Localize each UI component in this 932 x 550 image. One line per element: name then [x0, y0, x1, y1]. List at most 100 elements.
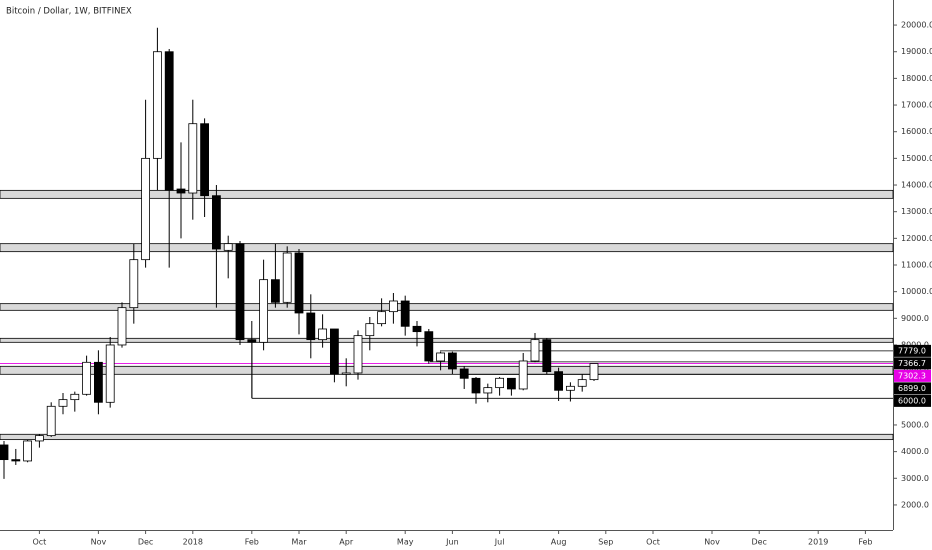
x-tick-label: 2018	[183, 538, 203, 547]
candle-body	[294, 252, 304, 314]
candle-body	[58, 399, 68, 407]
y-tick-label: 17000.0	[901, 101, 932, 110]
candle-body	[282, 252, 292, 303]
y-tick-label: 16000.0	[901, 127, 932, 136]
level-label: 7779.0	[898, 346, 926, 355]
candle-body	[436, 352, 446, 362]
x-tick-label: Apr	[339, 538, 354, 547]
candle-body	[247, 339, 257, 343]
y-tick-label: 5000.0	[901, 420, 929, 429]
candle-body	[329, 328, 339, 375]
candle-body	[200, 123, 210, 197]
candle-body	[412, 325, 422, 333]
candle-body	[270, 279, 280, 303]
candle-body	[82, 361, 91, 395]
candle-body	[211, 195, 221, 250]
candle-body	[589, 363, 599, 381]
level-label: 7302.3	[898, 371, 926, 380]
candle-body	[400, 300, 410, 327]
level-label: 6000.0	[898, 396, 926, 405]
y-tick-label: 10000.0	[901, 287, 932, 296]
candle-body	[471, 377, 481, 394]
support-zone	[0, 243, 894, 253]
x-tick-label: Feb	[245, 538, 259, 547]
x-tick-label: Jul	[494, 538, 505, 547]
y-tick-label: 3000.0	[901, 474, 929, 483]
x-tick-label: May	[397, 538, 414, 547]
candle-body	[117, 307, 127, 346]
candle-body	[94, 361, 103, 403]
candle-body	[577, 379, 587, 387]
candle-body	[129, 259, 139, 309]
candle-body	[0, 444, 9, 461]
candle-body	[306, 312, 316, 341]
candle-body	[554, 371, 563, 391]
candle-body	[495, 377, 505, 389]
y-tick-label: 9000.0	[901, 314, 929, 323]
x-tick-label: Nov	[91, 538, 107, 547]
y-tick-label: 13000.0	[901, 207, 932, 216]
y-tick-label: 15000.0	[901, 154, 932, 163]
x-tick-label: Oct	[646, 538, 660, 547]
candle-body	[105, 344, 115, 403]
support-zone	[0, 365, 894, 375]
candle-body	[542, 339, 552, 373]
y-tick-label: 18000.0	[901, 74, 932, 83]
y-tick-label: 19000.0	[901, 47, 932, 56]
candle-body	[506, 377, 516, 390]
candle-body	[164, 51, 174, 191]
candle-body	[318, 328, 328, 341]
candle-body	[353, 335, 363, 374]
level-label-box	[894, 369, 931, 382]
level-label-box	[894, 344, 931, 357]
y-tick-label: 14000.0	[901, 181, 932, 190]
x-tick-label: Oct	[32, 538, 46, 547]
y-tick-label: 11000.0	[901, 261, 932, 270]
y-tick-label: 20000.0	[901, 21, 932, 30]
candle-body	[152, 51, 162, 159]
candle-body	[235, 243, 245, 341]
y-tick-label: 4000.0	[901, 447, 929, 456]
x-tick-label: 2019	[808, 538, 828, 547]
candle-body	[447, 352, 457, 370]
candle-body	[223, 243, 233, 251]
candle-body	[23, 440, 33, 462]
level-label-box	[894, 394, 931, 407]
x-tick-label: Aug	[551, 538, 567, 547]
candle-body	[141, 157, 151, 261]
x-tick-label: Dec	[138, 538, 153, 547]
candle-body	[35, 435, 44, 442]
candle-body	[70, 393, 80, 401]
support-zone	[0, 337, 894, 343]
candle-body	[388, 300, 398, 313]
candle-body	[566, 385, 575, 391]
candle-body	[530, 339, 540, 362]
x-tick-label: Sep	[598, 538, 613, 547]
candle-body	[188, 123, 198, 194]
support-zone	[0, 433, 894, 441]
candle-body	[424, 331, 434, 362]
level-label: 6899.0	[898, 384, 926, 393]
y-tick-label: 12000.0	[901, 234, 932, 243]
level-label: 7366.7	[898, 359, 926, 368]
candle-body	[176, 188, 186, 194]
level-label-box	[894, 357, 931, 370]
candle-body	[341, 372, 351, 375]
candle-body	[377, 311, 387, 325]
support-zone	[0, 303, 894, 311]
candle-body	[11, 459, 21, 462]
y-tick-label: 2000.0	[901, 500, 929, 509]
support-zone	[0, 189, 894, 199]
candle-body	[46, 405, 56, 437]
x-tick-label: Dec	[751, 538, 766, 547]
candle-body	[459, 368, 469, 379]
candle-body	[483, 387, 493, 394]
x-tick-label: Feb	[858, 538, 872, 547]
candle-body	[259, 279, 269, 343]
candle-body	[365, 323, 375, 337]
candle-body	[518, 360, 528, 390]
x-tick-label: Mar	[291, 538, 307, 547]
